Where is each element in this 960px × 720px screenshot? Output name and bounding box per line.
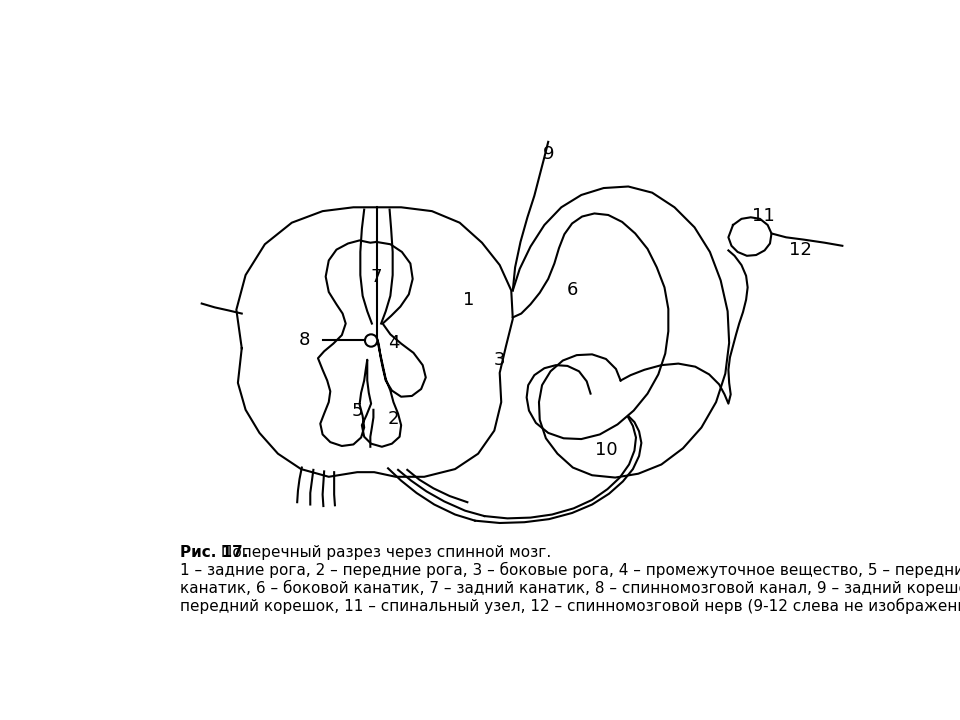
Text: 7: 7 xyxy=(371,269,382,287)
Text: 2: 2 xyxy=(388,410,399,428)
Text: канатик, 6 – боковой канатик, 7 – задний канатик, 8 – спинномозговой канал, 9 – : канатик, 6 – боковой канатик, 7 – задний… xyxy=(180,580,960,596)
Text: 5: 5 xyxy=(351,402,363,420)
Circle shape xyxy=(365,334,377,346)
Polygon shape xyxy=(729,217,772,256)
Text: 11: 11 xyxy=(752,207,775,225)
Text: 10: 10 xyxy=(594,441,617,459)
Text: 1 – задние рога, 2 – передние рога, 3 – боковые рога, 4 – промежуточное вещество: 1 – задние рога, 2 – передние рога, 3 – … xyxy=(180,562,960,578)
Text: Рис. 17.: Рис. 17. xyxy=(180,544,249,559)
Text: передний корешок, 11 – спинальный узел, 12 – спинномозговой нерв (9-12 слева не : передний корешок, 11 – спинальный узел, … xyxy=(180,598,960,614)
Text: 4: 4 xyxy=(388,334,399,352)
Polygon shape xyxy=(318,240,426,446)
Polygon shape xyxy=(236,207,513,477)
Text: 9: 9 xyxy=(542,145,554,163)
Text: 1: 1 xyxy=(464,292,474,310)
Text: 6: 6 xyxy=(567,282,579,300)
Text: Поперечный разрез через спинной мозг.: Поперечный разрез через спинной мозг. xyxy=(216,544,551,559)
Text: 8: 8 xyxy=(300,331,311,349)
Text: 3: 3 xyxy=(494,351,506,369)
Text: 12: 12 xyxy=(788,241,811,259)
